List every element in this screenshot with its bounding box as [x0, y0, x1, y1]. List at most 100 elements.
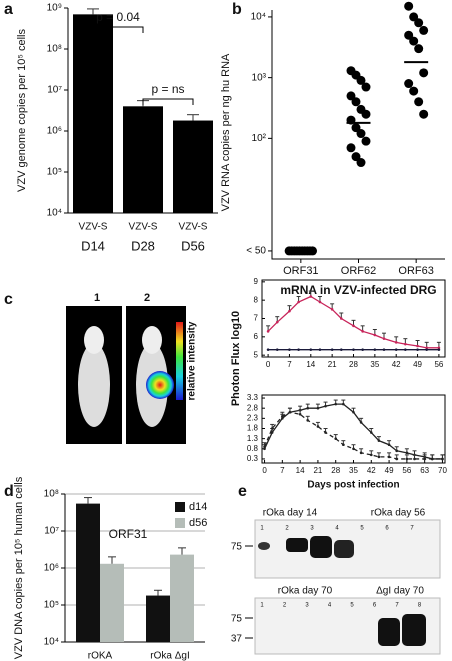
lane-number: 5	[360, 526, 364, 532]
panel-label: e	[238, 483, 247, 500]
y-tick-label: 10⁷	[47, 85, 62, 96]
point	[387, 455, 391, 459]
x-tick-label: 14	[306, 360, 315, 369]
point	[409, 12, 419, 22]
bracket	[142, 98, 194, 105]
point	[419, 68, 429, 78]
y-tick-label: 10⁶	[47, 126, 62, 137]
x-tick-label: 28	[331, 466, 340, 475]
legend-label: d56	[189, 517, 207, 529]
y-tick-label: 10⁷	[44, 526, 59, 537]
point	[266, 330, 270, 333]
group-label: D56	[181, 238, 205, 253]
lane-number: 4	[335, 526, 339, 532]
x-tick-label: 21	[313, 466, 322, 475]
point	[352, 348, 355, 351]
bar	[170, 554, 194, 642]
panel-label: b	[232, 1, 242, 18]
blot-group: ΔgI day 70	[376, 586, 424, 597]
point	[266, 348, 270, 351]
point	[340, 317, 343, 320]
point	[394, 348, 398, 351]
point	[324, 431, 327, 434]
lane-number: 4	[328, 603, 332, 609]
point	[270, 431, 274, 434]
x-tick-label: 35	[349, 466, 358, 475]
point	[377, 439, 381, 442]
point	[316, 425, 320, 428]
point	[416, 348, 419, 351]
point	[369, 431, 373, 434]
point	[288, 348, 291, 351]
point	[306, 406, 310, 410]
x-tick-label: 14	[296, 466, 305, 475]
point	[405, 457, 409, 461]
point	[361, 136, 371, 146]
band	[334, 540, 354, 558]
x-tick-label: 63	[420, 466, 429, 475]
point	[352, 447, 355, 451]
colorbar	[176, 322, 183, 400]
point	[270, 427, 274, 430]
point	[306, 419, 310, 422]
point	[414, 18, 424, 28]
point	[437, 346, 441, 350]
point	[404, 30, 414, 40]
point	[263, 447, 266, 451]
point	[430, 457, 434, 461]
point	[441, 457, 444, 461]
marker-label: 75	[231, 542, 243, 553]
point	[281, 417, 284, 420]
axes	[271, 10, 445, 260]
lane-number: 7	[395, 603, 399, 609]
lane-number: 1	[260, 603, 264, 609]
x-tick-label: 28	[349, 360, 358, 369]
point	[356, 129, 366, 139]
bar	[123, 106, 163, 213]
point	[361, 348, 364, 351]
point	[414, 97, 424, 107]
point	[346, 143, 356, 153]
x-tick-label: VZV-S	[179, 222, 208, 233]
x-tick-label: 70	[438, 466, 447, 475]
x-tick-label: 49	[413, 360, 422, 369]
point	[342, 402, 345, 406]
band	[286, 538, 308, 552]
plot-frame	[261, 394, 446, 464]
lane-number: 3	[305, 603, 309, 609]
bracket	[92, 26, 144, 33]
point	[361, 82, 371, 92]
y-tick-label: 10⁸	[47, 44, 62, 55]
point	[340, 348, 343, 351]
y-tick-label: 10⁹	[47, 3, 62, 14]
mouse	[142, 326, 162, 354]
point	[324, 404, 327, 408]
point	[351, 152, 361, 162]
y-tick-label: 5	[254, 350, 259, 359]
point	[342, 443, 345, 447]
band	[310, 536, 332, 558]
point	[404, 348, 407, 351]
bar	[73, 14, 113, 213]
point	[369, 453, 373, 457]
y-tick-label: 10⁵	[44, 600, 59, 611]
y-axis-label: VZV DNA copies per 10⁵ human cells	[13, 476, 25, 659]
point	[409, 86, 419, 96]
point	[387, 443, 391, 447]
point	[330, 308, 334, 311]
x-tick-label: 49	[385, 466, 394, 475]
x-tick-label: 35	[370, 360, 379, 369]
lane-number: 2	[285, 526, 289, 532]
point	[425, 346, 429, 350]
x-tick-label: 21	[328, 360, 337, 369]
point	[356, 75, 366, 85]
x-axis-label: Days post infection	[307, 480, 399, 491]
point	[394, 341, 398, 344]
y-tick-label: 9	[254, 277, 259, 286]
lane-number: 2	[283, 603, 287, 609]
point	[298, 412, 302, 416]
x-tick-label: 42	[392, 360, 401, 369]
mouse	[78, 343, 110, 427]
point	[361, 330, 364, 333]
point	[419, 109, 429, 119]
